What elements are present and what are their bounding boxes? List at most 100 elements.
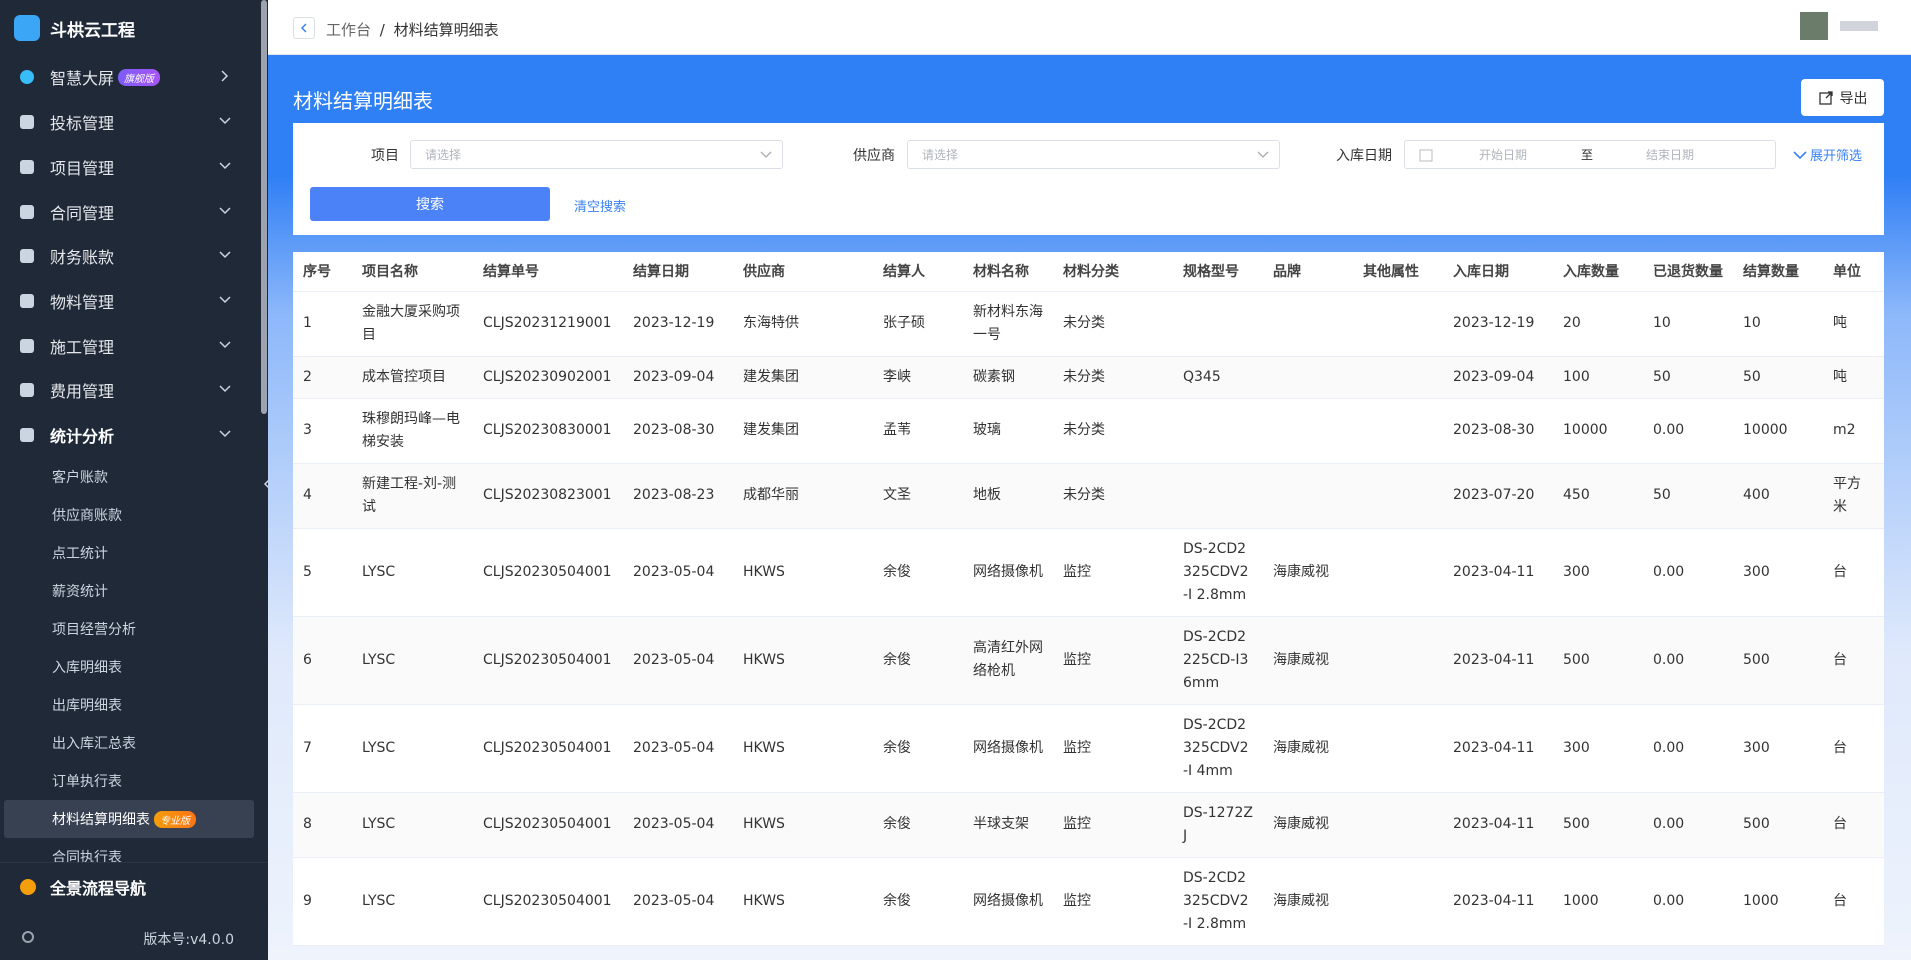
breadcrumb-separator: /: [379, 21, 385, 39]
chevron-path: [219, 207, 231, 215]
project-select[interactable]: 请选择: [410, 140, 783, 169]
menu-icon: [20, 205, 34, 219]
menu-icon: [20, 339, 34, 353]
nav-icon: [20, 879, 36, 895]
table-cell: 台: [1823, 792, 1884, 858]
table-cell: [1353, 398, 1443, 464]
submenu-label: 点工统计: [52, 546, 108, 562]
menu-item[interactable]: 智慧大屏 旗舰版: [0, 55, 258, 99]
chevron-path: [219, 117, 231, 125]
table-cell: 20: [1553, 291, 1643, 357]
date-range[interactable]: 开始日期 至 结束日期: [1404, 140, 1776, 169]
avatar[interactable]: [1800, 12, 1828, 40]
table-cell: 未分类: [1053, 398, 1173, 464]
menu-icon: [20, 428, 34, 442]
column-header: 单位: [1823, 252, 1884, 292]
settings-icon[interactable]: [20, 929, 36, 945]
header: 工作台 / 材料结算明细表: [268, 0, 1911, 55]
table-row: 7 LYSC CLJS20230504001 2023-05-04 HKWS 余俊 网络摄像…: [293, 704, 1884, 793]
menu-item[interactable]: 合同管理: [0, 190, 258, 234]
table-cell: 10: [1643, 291, 1733, 357]
search-button[interactable]: 搜索: [310, 187, 550, 221]
username[interactable]: [1840, 21, 1878, 31]
table-cell: 7: [293, 704, 352, 793]
table-cell: 0.00: [1643, 704, 1733, 793]
submenu-item[interactable]: 出入库汇总表: [0, 724, 258, 762]
menu-item[interactable]: 统计分析: [0, 413, 258, 457]
column-header: 供应商: [733, 252, 873, 292]
table-cell: 1000: [1553, 857, 1643, 946]
table-cell: 2023-08-23: [623, 463, 733, 529]
chevron-path: [219, 430, 231, 438]
clear-search[interactable]: 清空搜索: [574, 200, 627, 215]
table-cell: CLJS20230504001: [473, 792, 623, 858]
table-cell: [1353, 463, 1443, 529]
submenu-item[interactable]: 订单执行表: [0, 762, 258, 800]
table-cell: 网络摄像机: [963, 704, 1053, 793]
table-cell: HKWS: [733, 704, 873, 793]
column-header: 已退货数量: [1643, 252, 1733, 292]
expand-filter[interactable]: 展开筛选: [1793, 145, 1862, 164]
menu-item[interactable]: 施工管理: [0, 324, 258, 368]
table-cell: 平方米: [1823, 463, 1884, 529]
table-cell: 2023-04-11: [1443, 528, 1553, 617]
submenu-label: 入库明细表: [52, 660, 122, 676]
table-cell: 余俊: [873, 528, 963, 617]
table-cell: 2023-05-04: [623, 704, 733, 793]
brand: 斗栱云工程: [14, 14, 135, 42]
table-cell: 海康威视: [1263, 616, 1353, 705]
export-button[interactable]: 导出: [1801, 79, 1884, 116]
table-cell: CLJS20230504001: [473, 857, 623, 946]
menu-item[interactable]: 财务账款: [0, 234, 258, 278]
table-row: 1 金融大厦采购项目 CLJS20231219001 2023-12-19 东海特供 张子…: [293, 291, 1884, 357]
table-cell: 300: [1553, 528, 1643, 617]
menu-item[interactable]: 物料管理: [0, 279, 258, 323]
table-row: 6 LYSC CLJS20230504001 2023-05-04 HKWS 余俊 高清红外…: [293, 616, 1884, 705]
submenu-item[interactable]: 材料结算明细表 专业版: [4, 800, 254, 838]
table-cell: [1353, 792, 1443, 858]
menu-icon: [20, 70, 34, 84]
table-cell: CLJS20230823001: [473, 463, 623, 529]
table-cell: 监控: [1053, 857, 1173, 946]
table-cell: 10000: [1733, 398, 1823, 464]
menu-label: 投标管理: [50, 114, 115, 133]
table-cell: 监控: [1053, 528, 1173, 617]
badge: 专业版: [154, 810, 196, 828]
submenu-item[interactable]: 出库明细表: [0, 686, 258, 724]
table-cell: DS-2CD2325CDV2-I 4mm: [1173, 704, 1263, 793]
badge: 旗舰版: [118, 68, 161, 86]
table-cell: [1353, 291, 1443, 357]
table-cell: 400: [1733, 463, 1823, 529]
menu-item[interactable]: 费用管理: [0, 368, 258, 412]
date-to: 至: [1581, 148, 1594, 162]
table-cell: 500: [1733, 616, 1823, 705]
submenu-item[interactable]: 客户账款: [0, 458, 258, 496]
table-cell: [1173, 398, 1263, 464]
submenu-item[interactable]: 点工统计: [0, 534, 258, 572]
submenu-item[interactable]: 项目经营分析: [0, 610, 258, 648]
back-button[interactable]: [293, 17, 315, 39]
filter-panel: 项目 请选择 供应商 请选择 入库日期 开始日期 至 结束日期 展开筛选 搜索 …: [293, 123, 1884, 235]
menu-item[interactable]: 项目管理: [0, 145, 258, 189]
table-cell: 金融大厦采购项目: [352, 291, 473, 357]
submenu-item[interactable]: 薪资统计: [0, 572, 258, 610]
menu-item[interactable]: 投标管理: [0, 100, 258, 144]
breadcrumb: 工作台 / 材料结算明细表: [326, 19, 499, 40]
table-cell: 台: [1823, 704, 1884, 793]
supplier-select[interactable]: 请选择: [907, 140, 1280, 169]
export-label: 导出: [1839, 89, 1868, 106]
footer-nav[interactable]: 全景流程导航: [20, 875, 146, 899]
menu-label: 统计分析: [50, 427, 115, 446]
submenu-label: 薪资统计: [52, 584, 108, 600]
brand-name: 斗栱云工程: [50, 20, 135, 41]
dropdown-icon: [1257, 151, 1269, 158]
breadcrumb-home[interactable]: 工作台: [326, 21, 372, 39]
table-cell: 监控: [1053, 792, 1173, 858]
menu-label: 施工管理: [50, 338, 115, 357]
submenu-item[interactable]: 入库明细表: [0, 648, 258, 686]
table-cell: LYSC: [352, 857, 473, 946]
menu-label: 物料管理: [50, 293, 115, 312]
table-cell: 2023-09-04: [623, 356, 733, 399]
table-cell: 珠穆朗玛峰—电梯安装: [352, 398, 473, 464]
submenu-item[interactable]: 供应商账款: [0, 496, 258, 534]
